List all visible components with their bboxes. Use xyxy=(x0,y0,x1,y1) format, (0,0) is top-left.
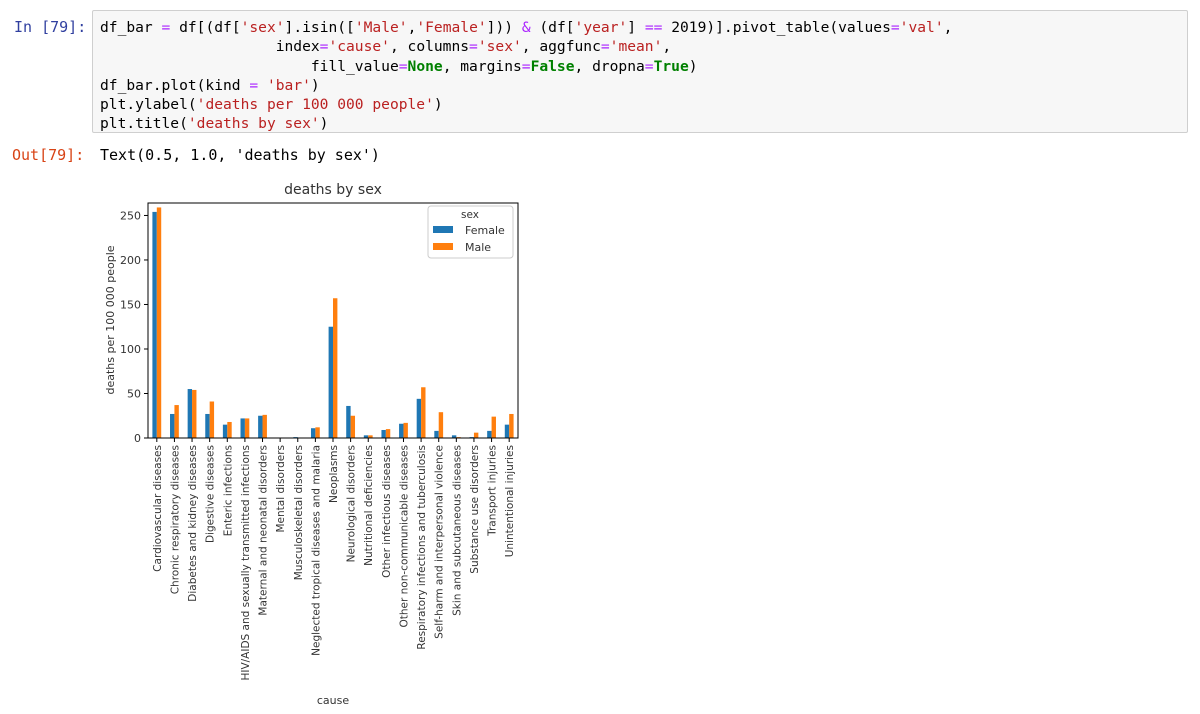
x-tick-label: Nutritional deficiencies xyxy=(363,445,375,566)
x-tick-label: Cardiovascular diseases xyxy=(152,445,164,572)
x-tick-label: Self-harm and interpersonal violence xyxy=(434,445,446,639)
bar-male xyxy=(421,387,426,438)
output-text: Text(0.5, 1.0, 'deaths by sex') xyxy=(100,146,380,164)
legend-title: sex xyxy=(461,209,479,221)
y-tick-label: 150 xyxy=(120,298,141,311)
bar-female xyxy=(240,418,245,438)
x-tick-label: Other infectious diseases xyxy=(381,445,393,578)
x-tick-label: Enteric infections xyxy=(222,445,234,536)
code-text[interactable]: df_bar = df[(df['sex'].isin(['Male','Fem… xyxy=(100,19,953,133)
y-axis-label: deaths per 100 000 people xyxy=(104,245,117,394)
bar-male xyxy=(209,401,215,438)
bar-female xyxy=(434,430,439,438)
input-prompt: In [79]: xyxy=(14,18,87,36)
x-tick-label: Digestive diseases xyxy=(205,445,217,543)
legend-swatch-male xyxy=(433,243,453,250)
bar-male xyxy=(156,207,162,438)
x-tick-label: Mental disorders xyxy=(275,445,287,533)
bar-female xyxy=(487,430,492,438)
x-tick-label: Substance use disorders xyxy=(469,445,481,574)
bar-female xyxy=(416,398,422,438)
bar-male xyxy=(262,414,267,438)
y-tick-label: 50 xyxy=(127,387,141,400)
x-axis: Cardiovascular diseases Chronic respirato… xyxy=(152,438,516,681)
chart-title: deaths by sex xyxy=(284,182,382,198)
bar-female xyxy=(222,424,228,438)
bar-male xyxy=(333,298,338,438)
x-tick-label: HIV/AIDS and sexually transmitted infect… xyxy=(240,445,252,681)
x-tick-label: Neoplasms xyxy=(328,445,340,503)
bar-male xyxy=(368,435,373,438)
bar-male xyxy=(491,416,496,438)
output-prompt: Out[79]: xyxy=(12,146,85,164)
bar-male xyxy=(473,432,479,438)
y-axis: 0 50 100 150 200 250 xyxy=(120,209,148,445)
code-cell[interactable]: df_bar = df[(df['sex'].isin(['Male','Fem… xyxy=(92,10,1188,133)
bar-female xyxy=(381,429,386,438)
x-tick-label: Musculoskeletal disorders xyxy=(293,445,305,580)
legend-swatch-female xyxy=(433,226,453,233)
x-tick-label: Unintentional injuries xyxy=(504,445,516,557)
x-tick-label: Diabetes and kidney diseases xyxy=(187,445,199,602)
x-tick-label: Other non-communicable diseases xyxy=(398,445,410,628)
bar-male xyxy=(509,413,514,438)
legend-entry-female: Female xyxy=(465,224,505,237)
bar-male xyxy=(438,412,444,438)
bar-female xyxy=(363,435,369,438)
bar-female xyxy=(399,423,404,438)
bar-female xyxy=(504,424,510,438)
bar-male xyxy=(403,422,408,438)
bar-male xyxy=(385,429,391,438)
bar-male xyxy=(192,389,197,438)
bar-female xyxy=(328,326,333,438)
bar-male xyxy=(244,418,250,438)
y-tick-label: 250 xyxy=(120,209,141,222)
bar-male xyxy=(350,415,356,438)
x-tick-label: Respiratory infections and tuberculosis xyxy=(416,445,428,650)
bar-female xyxy=(310,428,316,438)
y-tick-label: 200 xyxy=(120,254,141,267)
x-tick-label: Chronic respiratory diseases xyxy=(169,445,181,594)
legend-entry-male: Male xyxy=(465,241,491,254)
x-tick-label: Neglected tropical diseases and malaria xyxy=(310,445,322,656)
bar-chart: deaths by sex 0 50 100 150 200 250 Cardiovasc… xyxy=(104,182,519,707)
legend: sex Female Male xyxy=(427,205,514,259)
x-tick-label: Maternal and neonatal disorders xyxy=(258,445,270,616)
bar-female xyxy=(170,413,175,438)
bar-female xyxy=(205,413,210,438)
x-axis-label: cause xyxy=(317,694,349,707)
bar-male xyxy=(315,427,320,438)
bar-female xyxy=(187,389,193,438)
bar-female xyxy=(258,415,263,438)
x-tick-label: Skin and subcutaneous diseases xyxy=(451,445,463,616)
bar-female xyxy=(451,435,457,438)
x-tick-label: Transport injuries xyxy=(487,445,499,537)
bar-female xyxy=(152,211,157,438)
plot-area xyxy=(152,207,514,438)
bar-female xyxy=(346,405,351,438)
bar-male xyxy=(227,421,232,438)
x-tick-label: Neurological disorders xyxy=(346,445,358,562)
y-tick-label: 0 xyxy=(134,432,141,445)
bar-male xyxy=(174,405,179,438)
y-tick-label: 100 xyxy=(120,343,141,356)
